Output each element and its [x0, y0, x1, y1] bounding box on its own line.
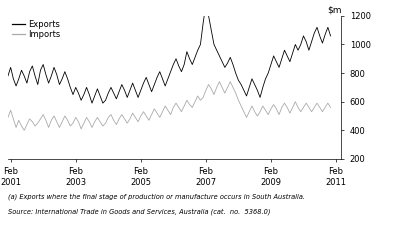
Imports: [187, 103, 192, 106]
Text: Source: International Trade in Goods and Services, Australia (cat.  no.  5368.0): Source: International Trade in Goods and…: [8, 209, 270, 215]
Exports: [90, 102, 94, 104]
Exports: [204, 3, 208, 6]
Exports: [95, 87, 100, 90]
Exports: [187, 57, 192, 60]
Exports: [6, 75, 10, 77]
Imports: [217, 80, 222, 83]
Imports: [76, 120, 81, 123]
Exports: [73, 86, 78, 89]
Imports: [323, 106, 328, 109]
Imports: [266, 113, 271, 116]
Imports: [95, 116, 100, 119]
Exports: [233, 72, 238, 74]
Imports: [22, 129, 27, 132]
Line: Imports: Imports: [8, 82, 331, 130]
Imports: [328, 106, 333, 109]
Legend: Exports, Imports: Exports, Imports: [12, 20, 60, 39]
Text: (a) Exports where the final stage of production or manufacture occurs in South A: (a) Exports where the final stage of pro…: [8, 193, 305, 200]
Exports: [266, 72, 271, 74]
Line: Exports: Exports: [8, 5, 331, 103]
Exports: [328, 35, 333, 37]
Exports: [323, 33, 328, 36]
Text: $m: $m: [327, 5, 341, 15]
Imports: [6, 116, 10, 119]
Imports: [233, 92, 238, 94]
